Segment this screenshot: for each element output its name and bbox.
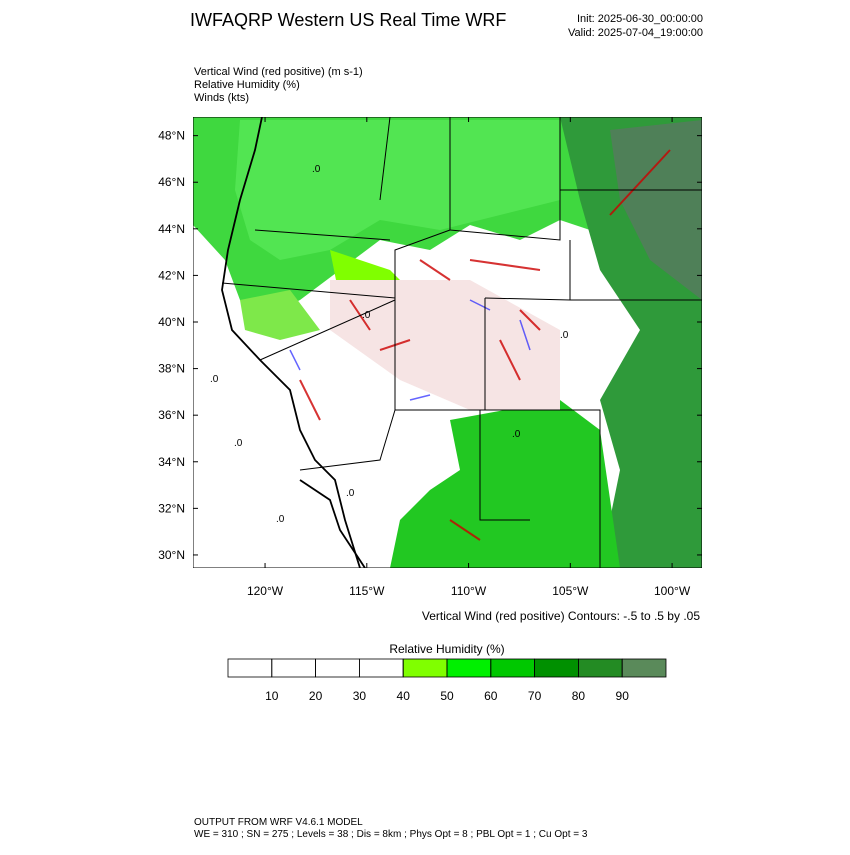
- field-label: Winds (kts): [194, 92, 249, 104]
- contour-label: .0: [276, 514, 285, 525]
- colorbar-title: Relative Humidity (%): [389, 642, 504, 656]
- lon-label: 120°W: [247, 584, 284, 598]
- colorbar-label: 40: [397, 689, 411, 703]
- colorbar-label: 20: [309, 689, 323, 703]
- contour-label: .0: [312, 164, 321, 175]
- lat-label: 40°N: [158, 315, 185, 329]
- colorbar-box: [490, 658, 535, 678]
- colorbar-label: 80: [572, 689, 586, 703]
- colorbar-box: [402, 658, 448, 678]
- lat-label: 36°N: [158, 408, 185, 422]
- colorbar-label: 30: [353, 689, 367, 703]
- colorbar-label: 60: [484, 689, 498, 703]
- colorbar-box: [534, 658, 579, 678]
- lat-label: 42°N: [158, 268, 185, 282]
- colorbar-label: 50: [440, 689, 454, 703]
- lon-label: 100°W: [654, 584, 691, 598]
- lat-label: 34°N: [158, 455, 185, 469]
- map-field: [193, 117, 702, 568]
- colorbar-box: [621, 658, 667, 678]
- lat-label: 46°N: [158, 175, 185, 189]
- colorbar-label: 10: [265, 689, 279, 703]
- footer-line: OUTPUT FROM WRF V4.6.1 MODEL: [194, 817, 363, 828]
- lon-label: 110°W: [451, 584, 487, 598]
- contour-label: .0: [234, 438, 243, 449]
- colorbar-label: 70: [528, 689, 542, 703]
- contour-label: .0: [512, 429, 521, 440]
- lat-label: 38°N: [158, 362, 185, 376]
- field-label: Relative Humidity (%): [194, 79, 300, 91]
- valid-time: Valid: 2025-07-04_19:00:00: [568, 27, 703, 39]
- lat-label: 48°N: [158, 129, 185, 143]
- init-time: Init: 2025-06-30_00:00:00: [577, 13, 703, 25]
- field-label: Vertical Wind (red positive) (m s-1): [194, 66, 363, 78]
- contour-info: Vertical Wind (red positive) Contours: -…: [422, 609, 700, 623]
- contour-label: .0: [362, 310, 371, 321]
- colorbar-box: [446, 658, 492, 678]
- contour-label: .0: [346, 488, 355, 499]
- contour-label: .0: [210, 374, 219, 385]
- lat-label: 44°N: [158, 222, 185, 236]
- lon-label: 105°W: [552, 584, 589, 598]
- colorbar-box: [578, 658, 623, 678]
- colorbar-box: [358, 658, 404, 678]
- lat-label: 30°N: [158, 548, 185, 562]
- footer-line: WE = 310 ; SN = 275 ; Levels = 38 ; Dis …: [194, 829, 588, 840]
- lon-label: 115°W: [349, 584, 385, 598]
- contour-labels: .0 .0 .0 .0 .0 .0 .0 .0: [210, 164, 569, 525]
- lat-label: 32°N: [158, 501, 185, 515]
- colorbar-box: [271, 658, 316, 678]
- title: IWFAQRP Western US Real Time WRF: [190, 10, 506, 30]
- colorbar-label: 90: [616, 689, 630, 703]
- colorbar-box: [315, 658, 360, 678]
- contour-label: .0: [560, 330, 569, 341]
- colorbar-box: [227, 658, 273, 678]
